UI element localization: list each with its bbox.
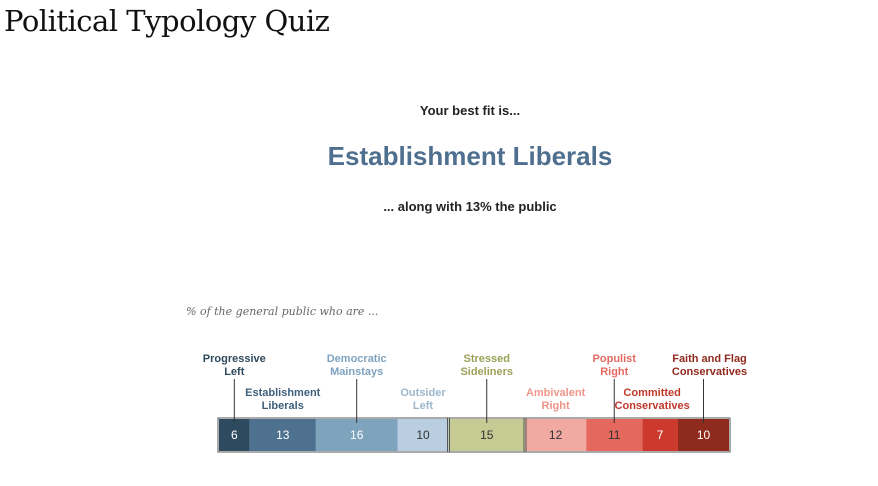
page-title: Political Typology Quiz xyxy=(4,4,330,38)
category-label-line: Right xyxy=(600,366,628,378)
result-typology-name: Establishment Liberals xyxy=(327,141,613,171)
category-label-line: Sideliners xyxy=(460,366,513,378)
category-label-line: Progressive xyxy=(203,353,266,365)
bar-populist-right xyxy=(586,419,643,451)
bar-group-outline xyxy=(217,417,450,453)
value-label-populist-right: 11 xyxy=(608,428,621,442)
bar-progressive-left xyxy=(219,419,250,451)
bar-outsider-left xyxy=(397,419,449,451)
category-label-line: Committed xyxy=(623,387,680,399)
category-label-line: Outsider xyxy=(400,387,446,399)
category-label-line: Populist xyxy=(593,353,637,365)
result-public-share: ... along with 13% the public xyxy=(383,199,557,214)
chart-caption: % of the general public who are ... xyxy=(186,305,379,318)
category-label-line: Right xyxy=(542,400,570,412)
bar-stressed-sideliners xyxy=(448,419,525,451)
value-label-democratic-mainstays: 16 xyxy=(350,428,364,442)
category-label-line: Faith and Flag xyxy=(672,353,747,365)
value-label-establishment-liberals: 13 xyxy=(276,428,290,442)
bar-group-outline xyxy=(523,417,731,453)
category-label-line: Stressed xyxy=(464,353,510,365)
category-label-line: Mainstays xyxy=(330,366,383,378)
bar-establishment-liberals xyxy=(249,419,316,451)
value-label-faith-and-flag-conservatives: 10 xyxy=(697,428,711,442)
category-label-line: Left xyxy=(413,400,434,412)
category-label-line: Ambivalent xyxy=(526,387,586,399)
value-label-outsider-left: 10 xyxy=(416,428,430,442)
value-label-stressed-sideliners: 15 xyxy=(480,428,494,442)
category-label-line: Conservatives xyxy=(672,366,747,378)
value-label-ambivalent-right: 12 xyxy=(549,428,563,442)
category-label-line: Democratic xyxy=(327,353,387,365)
value-label-committed-conservatives: 7 xyxy=(657,428,664,442)
category-label-line: Left xyxy=(224,366,245,378)
category-label-line: Conservatives xyxy=(615,400,690,412)
category-label-line: Liberals xyxy=(262,400,304,412)
bar-ambivalent-right xyxy=(525,419,587,451)
bar-committed-conservatives xyxy=(642,419,678,451)
bar-faith-and-flag-conservatives xyxy=(678,419,729,451)
bar-democratic-mainstays xyxy=(315,419,398,451)
result-intro: Your best fit is... xyxy=(419,103,521,118)
value-label-progressive-left: 6 xyxy=(231,428,238,442)
category-label-line: Establishment xyxy=(245,387,321,399)
